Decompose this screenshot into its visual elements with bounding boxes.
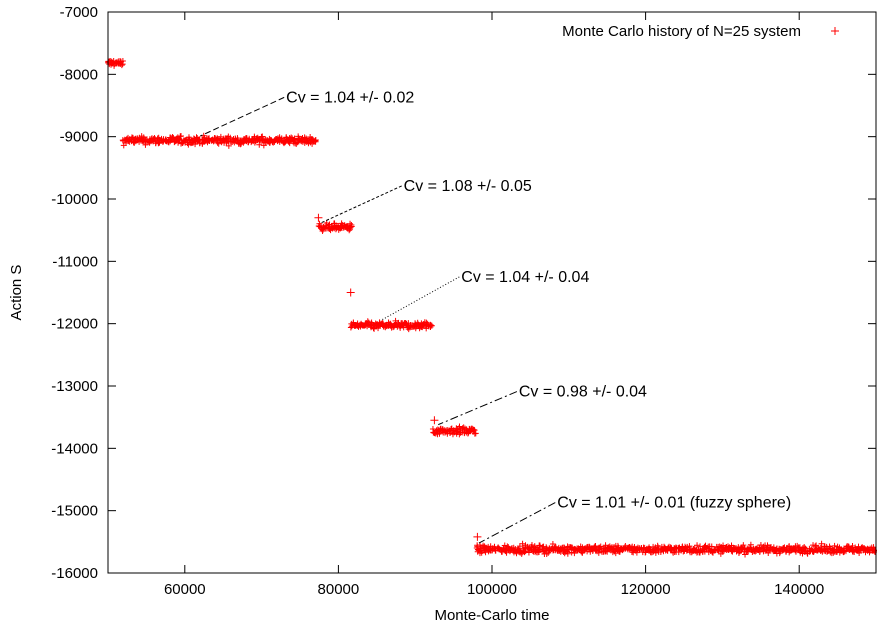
data-point-outlier (430, 416, 439, 425)
data-point (694, 542, 701, 549)
data-point (765, 549, 772, 556)
annotation-line (438, 391, 518, 426)
legend-marker-symbol (831, 27, 839, 35)
annotation-label: Cv = 1.08 +/- 0.05 (404, 178, 532, 195)
data-point (725, 547, 732, 554)
data-point-outlier (346, 288, 355, 297)
x-tick-label: 140000 (774, 581, 824, 598)
data-point (747, 541, 754, 548)
data-point (719, 548, 726, 555)
plot-frame (107, 11, 877, 574)
y-tick-labels: -7000 -8000 -9000 -10000 -11000 -12000 -13000 -… (51, 4, 98, 582)
data-point (813, 542, 820, 549)
data-point (225, 142, 232, 149)
data-point (503, 549, 510, 556)
data-point (131, 139, 138, 146)
y-tick-label: -9000 (60, 129, 98, 146)
data-point (256, 141, 263, 148)
annotation-line (478, 502, 556, 544)
y-tick-label: -8000 (60, 66, 98, 83)
x-tick-label: 120000 (621, 581, 671, 598)
data-point (118, 62, 125, 69)
data-point (549, 541, 556, 548)
data-point (446, 429, 453, 436)
data-point (347, 224, 354, 231)
data-point (535, 547, 542, 554)
y-axis-title: Action S (8, 265, 25, 321)
series-segment (315, 220, 355, 234)
data-point (474, 546, 481, 553)
data-point (192, 141, 199, 148)
annotation-label: Cv = 1.01 +/- 0.01 (fuzzy sphere) (557, 495, 791, 512)
series-segment (429, 423, 479, 438)
x-tick-label: 100000 (467, 581, 517, 598)
data-point (312, 137, 319, 144)
data-point-outlier (314, 213, 323, 222)
data-point (543, 550, 550, 557)
y-tick-label: -14000 (51, 440, 98, 457)
data-point (818, 540, 825, 547)
y-tick-label: -10000 (51, 191, 98, 208)
x-tick-label: 80000 (318, 581, 360, 598)
x-tick-labels: 60000 80000 100000 120000 140000 (164, 581, 824, 598)
y-tick-label: -13000 (51, 378, 98, 395)
data-point (471, 427, 478, 434)
annotation-label: Cv = 1.04 +/- 0.02 (286, 89, 414, 106)
legend-label: Monte Carlo history of N=25 system (562, 23, 801, 40)
data-point (427, 322, 434, 329)
series-segment (347, 317, 435, 333)
data-point (364, 318, 371, 325)
legend: Monte Carlo history of N=25 system (562, 23, 839, 40)
annotation-line (380, 276, 460, 321)
data-point (740, 542, 747, 549)
data-point (177, 133, 184, 140)
y-tick-label: -15000 (51, 503, 98, 520)
data-point (119, 57, 126, 64)
y-tick-label: -7000 (60, 4, 98, 21)
x-axis-title: Monte-Carlo time (434, 607, 549, 624)
x-tick-label: 60000 (164, 581, 206, 598)
annotations: Cv = 1.04 +/- 0.02 Cv = 1.08 +/- 0.05 Cv =… (199, 89, 791, 544)
data-points (105, 57, 877, 558)
y-tick-label: -11000 (52, 253, 98, 270)
axis-ticks (108, 11, 876, 574)
data-point (472, 430, 479, 437)
series-segment (119, 132, 319, 149)
data-point (856, 550, 863, 557)
data-point (227, 134, 234, 141)
data-point (540, 543, 547, 550)
data-point (368, 319, 375, 326)
data-point (312, 137, 319, 144)
data-point (217, 133, 224, 140)
data-point (278, 135, 285, 142)
data-point (259, 133, 266, 140)
series-segment (473, 540, 877, 558)
data-point-outlier (473, 532, 482, 541)
y-tick-label: -12000 (51, 316, 98, 333)
annotation-line (321, 185, 402, 224)
annotation-label: Cv = 1.04 +/- 0.04 (461, 269, 589, 286)
data-point (412, 320, 419, 327)
data-point (501, 542, 508, 549)
data-point (348, 222, 355, 229)
data-point (346, 227, 353, 234)
data-point (436, 430, 443, 437)
data-point (742, 551, 749, 558)
annotation-line (199, 96, 285, 137)
y-tick-label: -16000 (51, 565, 98, 582)
legend-marker (831, 27, 839, 35)
data-point (855, 543, 862, 550)
plot-area: Cv = 1.04 +/- 0.02 Cv = 1.08 +/- 0.05 Cv =… (105, 11, 877, 574)
data-point (323, 220, 330, 227)
annotation-label: Cv = 0.98 +/- 0.04 (519, 384, 647, 401)
